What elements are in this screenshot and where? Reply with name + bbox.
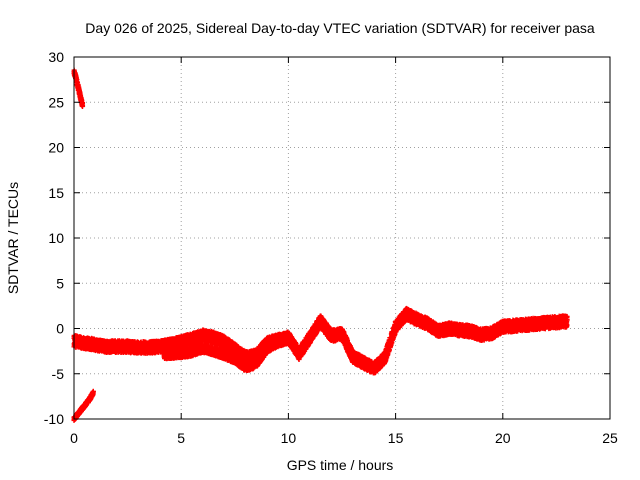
sdtvar-chart: 0 5 10 15 20 25-10-5051015202530 Day 026 of 2… (0, 0, 640, 480)
series-early-low-branch (72, 389, 96, 423)
series-sdtvar-main (72, 306, 570, 376)
data-points (72, 68, 570, 423)
grid (74, 57, 610, 419)
